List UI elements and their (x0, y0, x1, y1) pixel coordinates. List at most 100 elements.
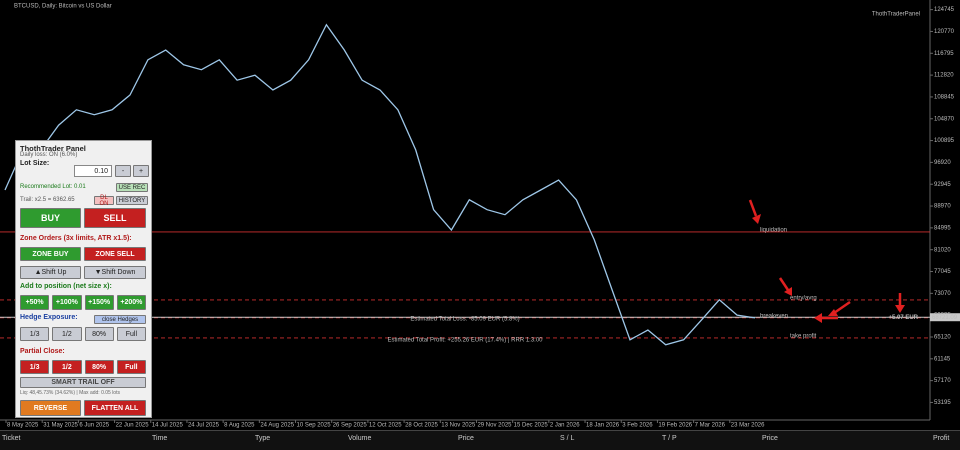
flatten-button[interactable]: FLATTEN ALL (84, 400, 146, 416)
panel-title: ThothTrader Panel (20, 144, 86, 153)
level-label: take profit (790, 333, 817, 339)
smart-trail-button[interactable]: SMART TRAIL OFF (20, 377, 146, 388)
price-tick-label: 53195 (934, 400, 951, 406)
date-label: 8 Aug 2025 (224, 423, 255, 429)
table-header[interactable]: Price (458, 435, 474, 442)
price-tick-label: 112820 (934, 73, 954, 79)
date-label: 6 Jun 2025 (79, 423, 109, 429)
panel-button[interactable]: 1/2 (52, 327, 82, 341)
current-price-tag (930, 313, 960, 322)
panel-button[interactable]: +150% (84, 295, 114, 310)
price-tick-label: 84995 (934, 225, 951, 231)
panel-button[interactable]: +100% (52, 295, 82, 310)
date-label: 31 May 2025 (43, 423, 78, 429)
zone-buy-button[interactable]: ZONE BUY (20, 247, 81, 261)
table-header[interactable]: Type (255, 435, 271, 442)
daily-loss: Daily loss: ON (6.0%) (20, 152, 78, 158)
table-header[interactable]: T / P (662, 435, 677, 442)
zone-title: Zone Orders (3x limits, ATR x1.5): (20, 235, 132, 242)
panel-button[interactable]: 1/3 (20, 327, 50, 341)
price-tick-label: 92945 (934, 182, 951, 188)
panel-button[interactable]: 1/3 (20, 360, 50, 374)
panel-button[interactable]: +50% (20, 295, 50, 310)
price-tick-label: 77045 (934, 269, 951, 275)
current-price-label: 68721.09 (932, 315, 958, 321)
profit-text: Estimated Total Profit: +255.26 EUR (17.… (387, 337, 543, 343)
level-label: liquidation (760, 228, 787, 234)
date-label: 14 Jul 2025 (152, 423, 184, 429)
lot-minus[interactable]: - (115, 165, 131, 177)
lot-plus[interactable]: + (133, 165, 149, 177)
price-tick-label: 88970 (934, 204, 951, 210)
dl-on-button[interactable]: DL ON (94, 195, 114, 207)
trade-table: Ticket Time Type Volume Price S / L T / P Price… (0, 430, 960, 450)
table-header[interactable]: Profit (933, 435, 950, 442)
price-tick-label: 124745 (934, 7, 955, 13)
recommended-lot: Recommended Lot: 0.01 (20, 184, 86, 190)
date-label: 13 Nov 2025 (441, 423, 476, 429)
price-tick-label: 81020 (934, 247, 951, 253)
date-label: 2 Jan 2026 (550, 423, 580, 429)
indicator-label: ThothTraderPanel (872, 12, 920, 18)
date-label: 19 Feb 2026 (658, 423, 692, 429)
hedge-buttons: 1/3 1/2 80% Full (20, 327, 146, 341)
shift-down-button[interactable]: ▼Shift Down (84, 266, 146, 279)
trade-panel: ThothTrader Panel Daily loss: ON (6.0%) … (15, 140, 152, 418)
panel-button[interactable]: 1/2 (52, 360, 82, 374)
lot-label: Lot Size: (20, 160, 50, 167)
loss-text: Estimated Total Loss: -85.09 EUR (5.8%) (410, 316, 519, 322)
price-line (4, 23, 756, 346)
lot-input[interactable]: 0.10 (74, 165, 112, 177)
panel-button[interactable]: Full (116, 360, 146, 374)
date-label: 8 May 2025 (7, 423, 39, 429)
liq-info: Liq: 48,45.73% (34.62%) | Max add: 0.05 … (20, 390, 120, 396)
date-label: 10 Sep 2025 (297, 423, 332, 429)
panel-button[interactable]: 80% (84, 360, 114, 374)
panel-button[interactable]: +200% (116, 295, 146, 310)
use-rec-button[interactable]: USE REC (116, 183, 148, 192)
date-label: 23 Mar 2026 (731, 423, 765, 429)
pnl-text: +5.07 EUR (888, 315, 918, 321)
history-button[interactable]: HISTORY (116, 196, 148, 205)
panel-button[interactable]: Full (116, 327, 146, 341)
date-label: 22 Jun 2025 (116, 423, 150, 429)
date-label: 28 Oct 2025 (405, 423, 438, 429)
price-tick-label: 96920 (934, 160, 951, 166)
window-title: BTCUSD, Daily: Bitcoin vs US Dollar (14, 4, 112, 10)
date-label: 24 Aug 2025 (260, 423, 294, 429)
zone-sell-button[interactable]: ZONE SELL (84, 247, 146, 261)
price-tick-label: 57170 (934, 378, 951, 384)
add-buttons: +50% +100% +150% +200% (20, 295, 146, 310)
panel-button[interactable]: 80% (84, 327, 114, 341)
date-label: 3 Feb 2026 (622, 423, 653, 429)
date-label: 24 Jul 2025 (188, 423, 220, 429)
hedge-title: Hedge Exposure: (20, 314, 78, 321)
trail-info: Trail: x2.5 = 6362.65 (20, 197, 75, 203)
date-label: 15 Dec 2025 (514, 423, 549, 429)
level-label: entry/avrg (790, 296, 817, 302)
add-title: Add to position (net size x): (20, 283, 112, 290)
price-tick-label: 104870 (934, 116, 955, 122)
sell-button[interactable]: SELL (84, 208, 146, 228)
table-header[interactable]: Ticket (2, 435, 21, 442)
reverse-button[interactable]: REVERSE (20, 400, 81, 416)
shift-up-button[interactable]: ▲Shift Up (20, 266, 81, 279)
date-label: 7 Mar 2026 (695, 423, 726, 429)
partial-buttons: 1/3 1/2 80% Full (20, 360, 146, 374)
table-header[interactable]: S / L (560, 435, 575, 442)
price-tick-label: 65120 (934, 335, 951, 341)
table-header[interactable]: Volume (348, 435, 372, 442)
table-header[interactable]: Time (152, 435, 168, 442)
price-tick-label: 120770 (934, 29, 955, 35)
close-hedges-button[interactable]: close Hedges (94, 315, 146, 324)
date-label: 29 Nov 2025 (477, 423, 512, 429)
price-tick-label: 108845 (934, 95, 955, 101)
price-tick-label: 100895 (934, 138, 955, 144)
price-tick-label: 73070 (934, 291, 951, 297)
table-header[interactable]: Price (762, 435, 778, 442)
date-label: 12 Oct 2025 (369, 423, 402, 429)
annotation-arrows (748, 199, 905, 323)
buy-button[interactable]: BUY (20, 208, 81, 228)
date-label: 18 Jan 2026 (586, 423, 620, 429)
